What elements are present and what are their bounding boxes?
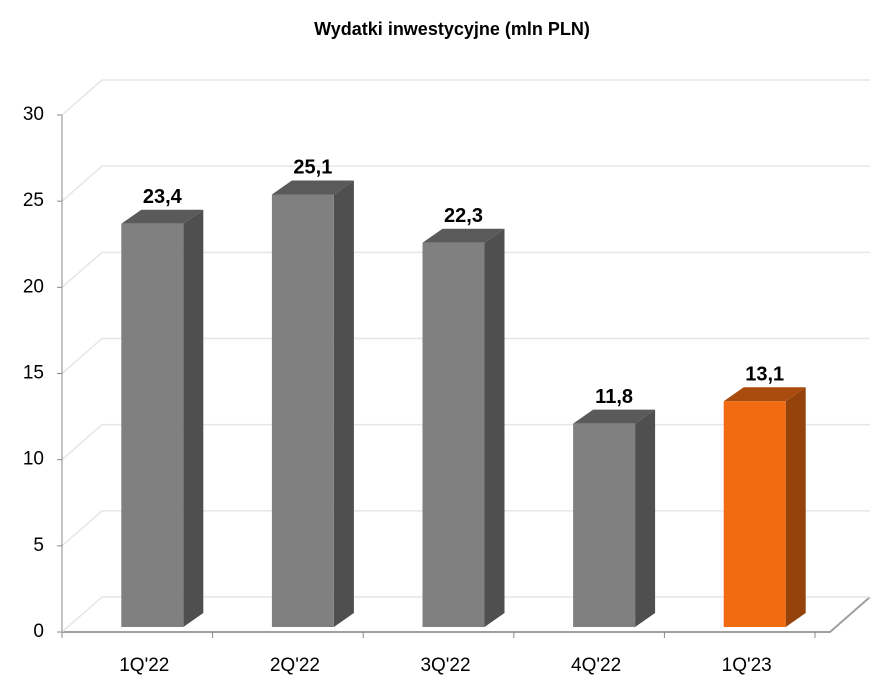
chart-title: Wydatki inwestycyjne (mln PLN): [314, 19, 590, 39]
bar: [723, 401, 786, 627]
bar-top: [573, 409, 656, 424]
y-tick-label: 20: [23, 276, 44, 297]
data-label: 11,8: [595, 386, 633, 408]
x-tick-label: 4Q'22: [571, 655, 621, 676]
data-label: 23,4: [143, 186, 183, 208]
y-tick-label: 15: [23, 363, 44, 384]
y-tick-label: 30: [23, 104, 44, 125]
bar: [271, 194, 334, 627]
y-tick-label: 25: [23, 190, 44, 211]
data-label: 25,1: [293, 157, 332, 179]
bar-side: [183, 209, 204, 628]
data-label: 22,3: [444, 205, 483, 227]
bar: [573, 423, 636, 627]
bar-top: [723, 387, 806, 402]
x-tick-label: 1Q'23: [722, 655, 772, 676]
bar-side: [635, 409, 656, 627]
x-tick-label: 3Q'22: [420, 655, 470, 676]
data-label: 13,1: [745, 364, 784, 386]
x-tick-label: 2Q'22: [270, 655, 320, 676]
y-tick-label: 10: [23, 449, 44, 470]
y-tick-label: 0: [33, 621, 44, 642]
bar-top: [271, 180, 354, 195]
x-tick-label: 1Q'22: [119, 655, 169, 676]
bar-side: [484, 228, 505, 628]
bar-side: [785, 387, 806, 627]
bar: [121, 223, 184, 628]
grid-line: [61, 251, 870, 288]
bar-top: [121, 209, 204, 224]
bar-side: [333, 180, 354, 627]
floor: [62, 596, 871, 633]
grid-line: [61, 165, 870, 202]
bar-top: [422, 228, 505, 243]
grid-line: [61, 79, 870, 116]
grid-line: [61, 337, 870, 375]
bar: [422, 242, 485, 628]
y-tick-label: 5: [33, 535, 44, 556]
